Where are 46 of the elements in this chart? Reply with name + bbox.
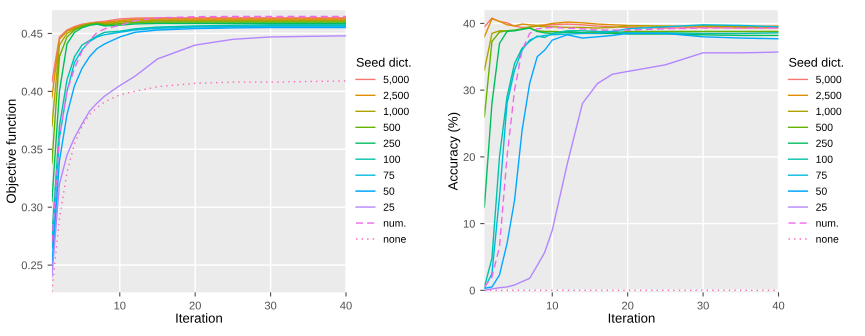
x-axis-title: Iteration — [176, 313, 222, 323]
legend-label: 2,500 — [384, 92, 409, 100]
legend-label: 500 — [384, 124, 400, 132]
y-tick-label: 0.25 — [22, 261, 42, 270]
legend-label: none — [816, 237, 838, 243]
x-axis-title: Iteration — [608, 313, 654, 323]
legend-label: 1,000 — [816, 108, 842, 116]
legend-title: Seed dict. — [789, 58, 843, 67]
y-tick-label: 40 — [463, 20, 475, 28]
x-tick-label: 40 — [340, 302, 352, 310]
legend-label: 250 — [384, 140, 400, 147]
y-tick-label: 20 — [464, 153, 475, 162]
x-tick-label: 20 — [190, 302, 201, 310]
legend-label: 25 — [816, 203, 827, 211]
y-axis-title: Accuracy (%) — [448, 112, 460, 190]
y-tick-label: 10 — [464, 220, 475, 228]
legend-label: 5,000 — [384, 76, 409, 84]
y-tick-label: 0.35 — [22, 146, 42, 154]
legend-label: 25 — [384, 203, 394, 211]
y-axis-title: Objective function — [6, 100, 18, 204]
y-tick-label: 30 — [463, 86, 475, 94]
x-tick-label: 20 — [622, 302, 634, 310]
y-tick-label: 0 — [470, 286, 475, 294]
legend-label: 100 — [384, 156, 400, 163]
legend-label: 50 — [384, 187, 394, 195]
legend-label: num. — [816, 221, 838, 227]
legend-label: 75 — [384, 172, 394, 179]
legend-label: 100 — [816, 156, 833, 163]
legend-label: 500 — [816, 124, 833, 132]
y-tick-label: 0.30 — [22, 203, 42, 212]
legend-label: num. — [384, 221, 406, 227]
legend-label: 1,000 — [384, 108, 409, 116]
legend-label: 250 — [816, 140, 833, 147]
y-tick-label: 0.45 — [22, 30, 42, 38]
legend-title: Seed dict. — [356, 58, 410, 67]
x-tick-label: 30 — [264, 302, 276, 310]
legend-label: none — [384, 237, 406, 243]
y-tick-label: 0.40 — [22, 88, 42, 96]
legend-label: 5,000 — [816, 76, 842, 84]
legend-label: 50 — [816, 187, 827, 195]
x-tick-label: 40 — [772, 302, 784, 310]
legend-label: 75 — [816, 172, 827, 179]
x-tick-label: 10 — [546, 302, 558, 310]
x-tick-label: 10 — [114, 302, 126, 310]
x-tick-label: 30 — [697, 302, 709, 310]
legend-label: 2,500 — [816, 92, 842, 100]
